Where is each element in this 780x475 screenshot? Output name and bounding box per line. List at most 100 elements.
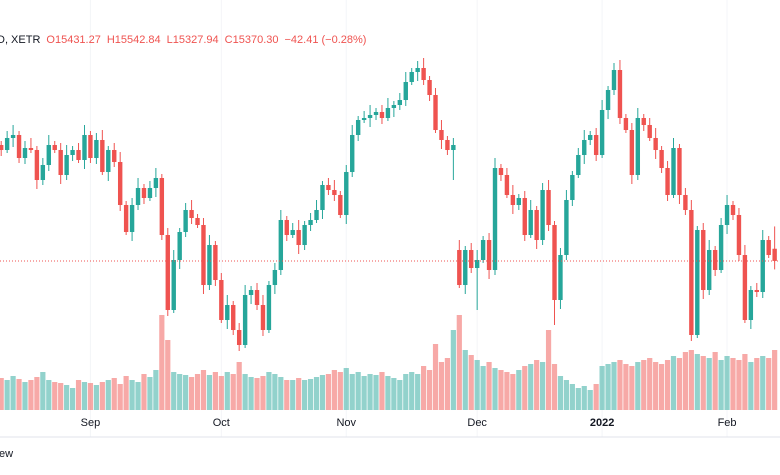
price-pane (0, 58, 777, 351)
ohlc-value: L15327.94 (167, 34, 219, 46)
volume-bar (605, 364, 611, 410)
candle-body (16, 135, 22, 158)
volume-bar (563, 380, 570, 410)
volume-bar (540, 362, 546, 410)
volume-bar (254, 378, 260, 410)
candle-body (409, 72, 414, 82)
candle-body (4, 138, 10, 150)
candle-body (314, 210, 319, 220)
candle-body (76, 150, 81, 160)
candle-body (28, 148, 34, 150)
volume-bar (302, 380, 308, 410)
candle-body (570, 175, 575, 200)
candle-body (546, 190, 551, 225)
volume-bar (629, 366, 635, 410)
candle-body (225, 305, 230, 320)
volume-bar (659, 364, 665, 410)
volume-bar (266, 372, 272, 410)
candle-body (760, 240, 765, 292)
candle-body (439, 130, 444, 140)
volume-bar (135, 382, 141, 410)
volume-bar (200, 370, 207, 410)
volume-bar (296, 378, 302, 410)
candle-body (88, 135, 93, 158)
candle-body (219, 280, 224, 320)
candle-body (772, 248, 777, 261)
candle-body (611, 70, 617, 90)
volume-bar (111, 378, 117, 410)
candle-body (540, 190, 545, 240)
volume-bar (171, 372, 177, 410)
candle-body (451, 145, 456, 150)
volume-bar (534, 360, 540, 410)
x-tick-label: Sep (81, 417, 101, 429)
volume-bar (581, 386, 587, 410)
volume-bar (653, 362, 659, 410)
candle-body (52, 145, 57, 150)
volume-bar (129, 380, 135, 410)
candle-body (671, 148, 676, 195)
candle-body (123, 205, 129, 232)
candle-body (135, 188, 141, 205)
volume-bar (260, 376, 266, 410)
volume-bar (361, 376, 367, 410)
volume-bar (0, 378, 4, 410)
volume-bar (99, 382, 105, 410)
candle-body (588, 135, 593, 140)
volume-bar (28, 380, 34, 410)
volume-bar (766, 358, 772, 410)
volume-bar (105, 380, 111, 410)
candle-body (94, 140, 99, 158)
ohlc-value: H15542.84 (107, 34, 161, 46)
candle-body (112, 150, 117, 162)
candle-body (510, 195, 516, 205)
volume-bar (230, 374, 236, 410)
candle-body (338, 195, 343, 215)
candle-body (189, 210, 194, 218)
candle-body (350, 135, 355, 172)
candle-body (34, 150, 40, 180)
candle-body (201, 225, 206, 285)
volume-bar (587, 390, 593, 410)
ohlc-value: O15431.27 (46, 34, 100, 46)
volume-bar (545, 330, 552, 410)
volume-bar (462, 350, 468, 410)
volume-bar (337, 372, 343, 410)
volume-bar (623, 364, 629, 410)
volume-bar (504, 372, 510, 410)
volume-bar (415, 374, 421, 410)
footer-text[interactable]: ew (0, 448, 13, 460)
volume-bar (22, 382, 28, 410)
volume-bar (248, 377, 254, 410)
candle-body (504, 175, 510, 195)
volume-bar (599, 366, 605, 410)
candle-body (486, 240, 492, 270)
volume-bar (391, 378, 397, 410)
volume-bar (272, 374, 278, 410)
candle-body (742, 255, 748, 320)
volume-bar (551, 364, 558, 410)
volume-bar (343, 368, 349, 410)
volume-bar (438, 362, 445, 410)
candle-body (498, 168, 504, 175)
candle-body (278, 220, 284, 270)
candle-body (445, 140, 450, 150)
volume-bar (456, 315, 462, 410)
candle-body (748, 290, 754, 320)
candle-body (40, 165, 46, 180)
candle-body (213, 245, 218, 280)
volume-bar (75, 380, 82, 410)
volume-bar (236, 362, 242, 410)
candle-body (344, 172, 349, 215)
volume-bar (682, 352, 689, 410)
volume-bar (349, 374, 355, 410)
candle-body (10, 135, 16, 138)
volume-bar (403, 374, 409, 410)
volume-bar (641, 360, 647, 410)
volume-bar (724, 356, 730, 410)
candle-body (195, 218, 200, 225)
candle-body (576, 155, 581, 175)
candle-body (718, 225, 724, 270)
volume-bar (355, 372, 361, 410)
